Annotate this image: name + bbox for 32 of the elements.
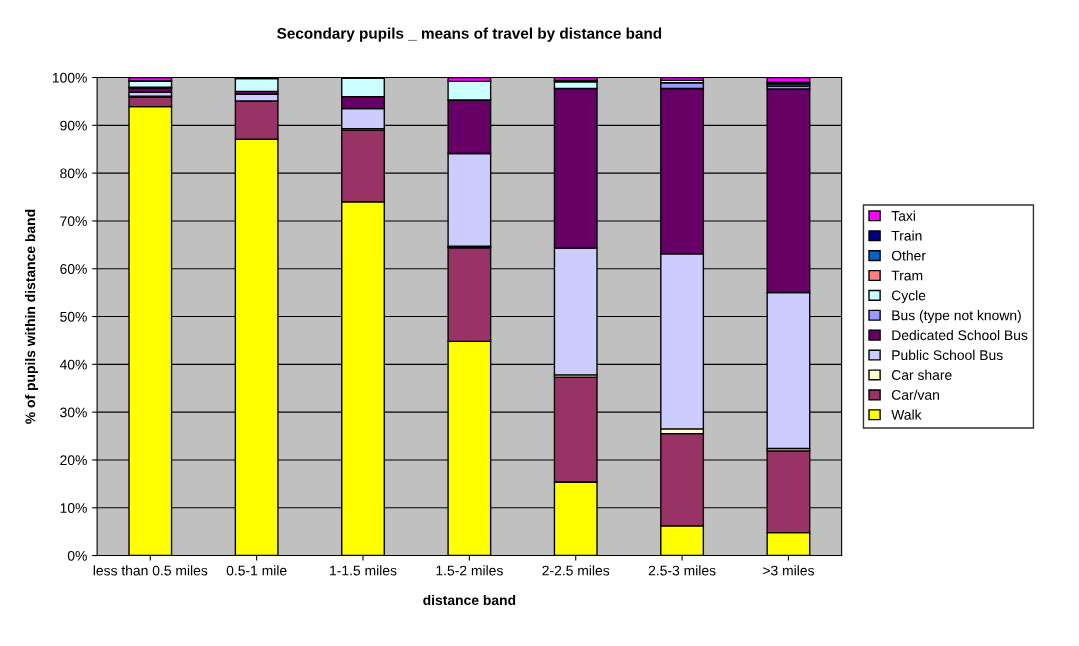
legend-label: Cycle <box>891 290 926 304</box>
y-tick-label: 90% <box>60 120 87 131</box>
legend-label: Train <box>891 230 922 241</box>
legend-label: Other <box>891 250 926 261</box>
legend-label: Car share <box>891 369 952 380</box>
legend-label: Bus (type not known) <box>892 310 1021 324</box>
legend-label: Taxi <box>891 210 915 221</box>
y-tick-label: 0% <box>67 550 87 561</box>
y-tick-label: 60% <box>60 264 87 274</box>
legend-label: Walk <box>891 409 922 420</box>
y-tick-label: 20% <box>60 455 87 466</box>
legend-label: Car/van <box>891 389 939 400</box>
legend-label: Tram <box>891 270 923 281</box>
y-tick-label: 80% <box>60 168 87 179</box>
y-tick-label: 40% <box>59 359 87 370</box>
chart-title: Secondary pupils _ means of travel by distance band <box>277 27 662 42</box>
x-tick-label: less than 0.5 miles <box>93 565 208 576</box>
y-tick-label: 100% <box>52 72 87 83</box>
legend-label: Dedicated School Bus <box>892 329 1028 341</box>
y-tick-label: 10% <box>60 503 87 513</box>
x-tick-label: 1.5-2 miles <box>436 565 503 576</box>
legend-label: Public School Bus <box>892 349 1003 361</box>
y-tick-label: 30% <box>60 407 87 418</box>
x-tick-label: >3 miles <box>763 565 814 576</box>
x-tick-label: 0.5-1 mile <box>226 565 287 576</box>
y-tick-label: 70% <box>60 216 87 227</box>
x-axis-title: distance band <box>423 594 516 606</box>
y-axis-title: % of pupils within distance band <box>25 209 38 424</box>
x-tick-label: 2-2.5 miles <box>542 565 610 576</box>
x-tick-label: 1-1.5 miles <box>330 565 397 576</box>
x-tick-label: 2.5-3 miles <box>648 565 716 576</box>
y-tick-label: 50% <box>60 311 87 322</box>
